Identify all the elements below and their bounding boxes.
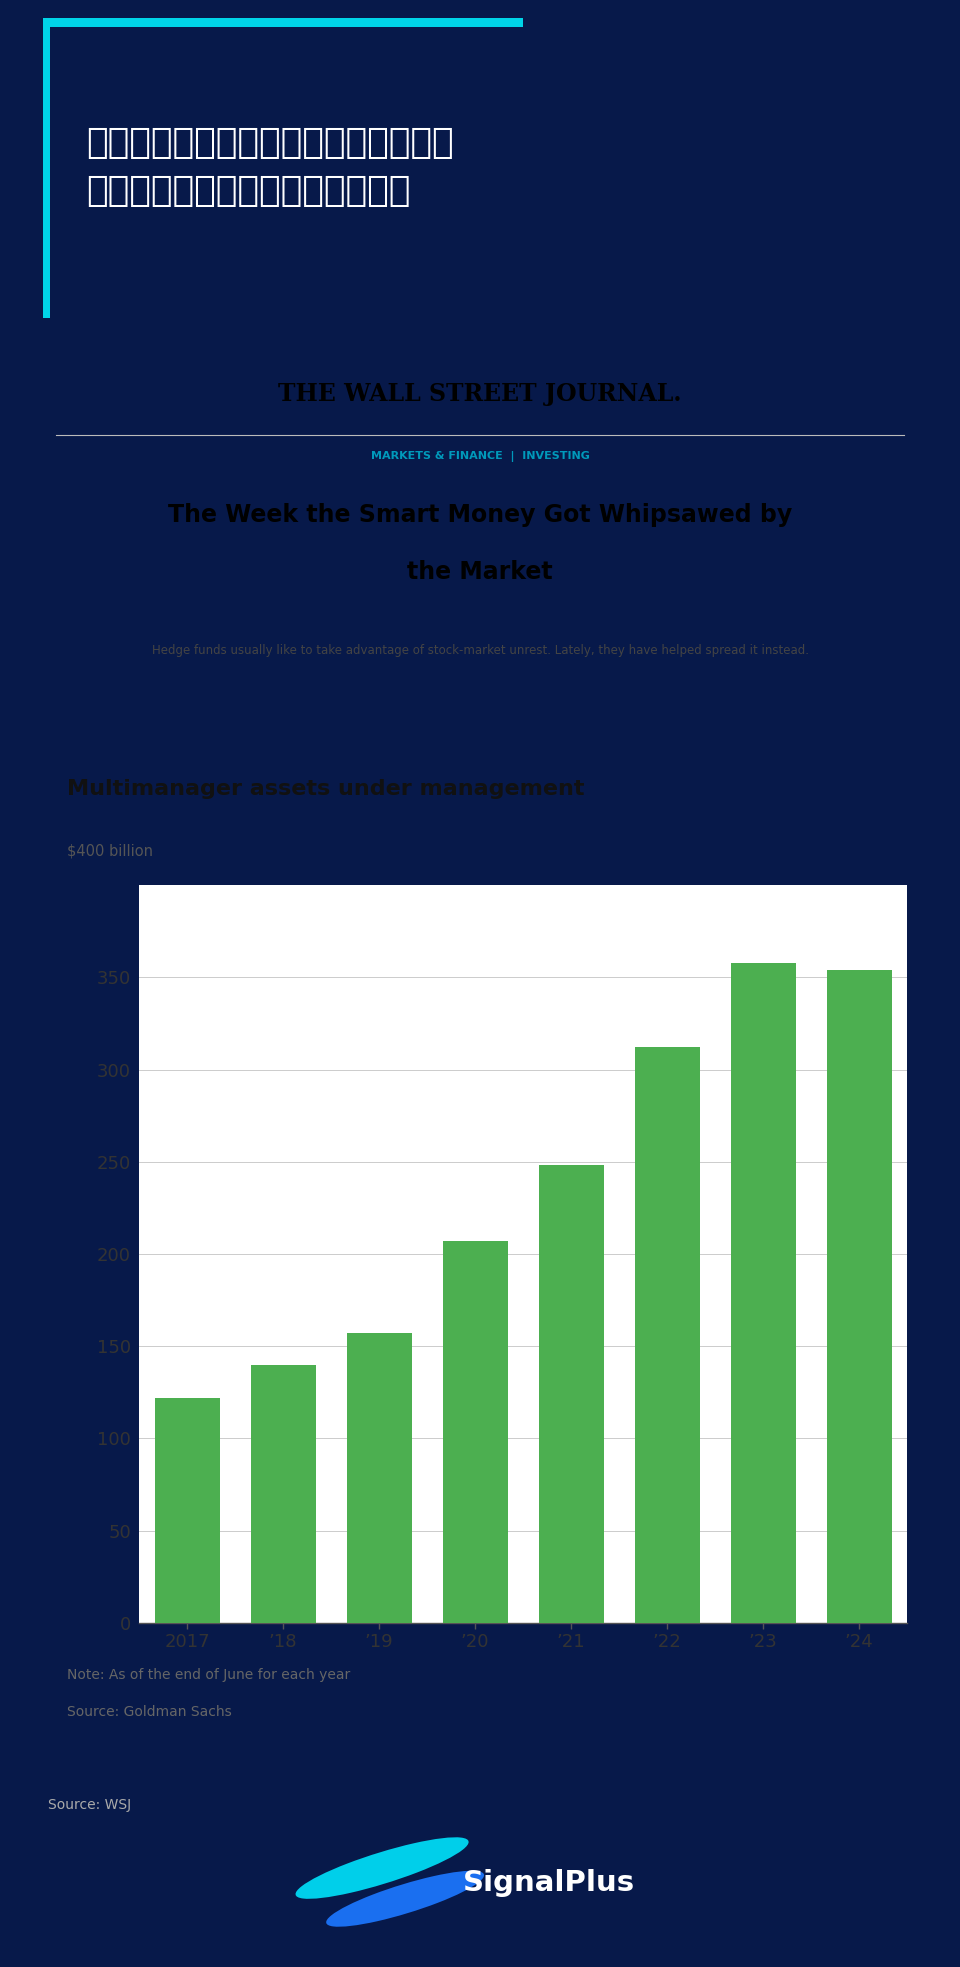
Text: THE WALL STREET JOURNAL.: THE WALL STREET JOURNAL.: [278, 382, 682, 407]
Text: $400 billion: $400 billion: [67, 844, 154, 860]
Text: Source: Goldman Sachs: Source: Goldman Sachs: [67, 1705, 232, 1719]
Ellipse shape: [326, 1871, 484, 1928]
Text: SignalPlus: SignalPlus: [463, 1869, 635, 1898]
Bar: [731, 962, 796, 1623]
Text: 对冲基金表现糟糕，再次证明在市场极
端情况下几乎没有真正的「对冲」: 对冲基金表现糟糕，再次证明在市场极 端情况下几乎没有真正的「对冲」: [86, 126, 454, 209]
Bar: [347, 1334, 412, 1623]
Bar: [251, 1365, 316, 1623]
FancyBboxPatch shape: [43, 18, 523, 28]
Text: The Week the Smart Money Got Whipsawed by: The Week the Smart Money Got Whipsawed b…: [168, 504, 792, 527]
Text: Multimanager assets under management: Multimanager assets under management: [67, 779, 585, 799]
Text: Source: WSJ: Source: WSJ: [48, 1798, 132, 1812]
Bar: [443, 1241, 508, 1623]
Bar: [635, 1046, 700, 1623]
Ellipse shape: [296, 1837, 468, 1898]
Text: the Market: the Market: [407, 561, 553, 584]
Bar: [827, 970, 892, 1623]
Bar: [155, 1399, 220, 1623]
Text: Hedge funds usually like to take advantage of stock-market unrest. Lately, they : Hedge funds usually like to take advanta…: [152, 645, 808, 657]
Text: Note: As of the end of June for each year: Note: As of the end of June for each yea…: [67, 1668, 350, 1682]
FancyBboxPatch shape: [43, 24, 50, 319]
Bar: [539, 1164, 604, 1623]
Text: MARKETS & FINANCE  |  INVESTING: MARKETS & FINANCE | INVESTING: [371, 450, 589, 462]
